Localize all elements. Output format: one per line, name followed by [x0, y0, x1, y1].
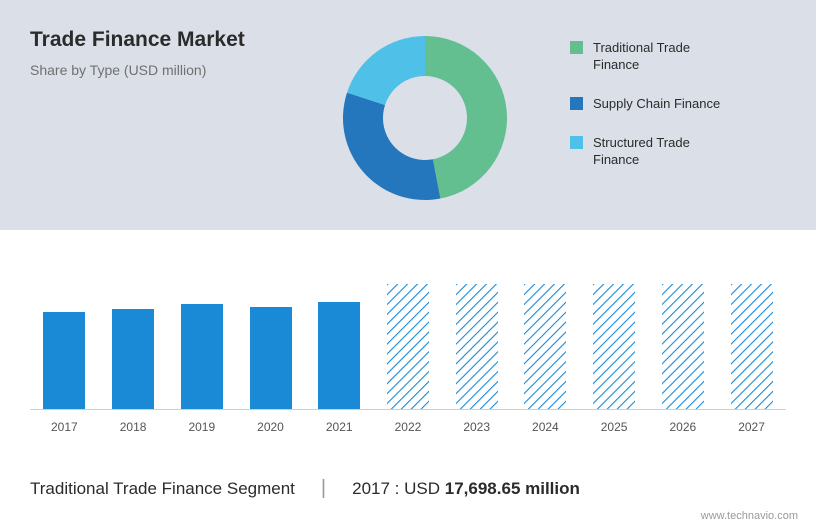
legend-item: Traditional Trade Finance	[570, 40, 786, 74]
legend-swatch	[570, 97, 583, 110]
segment-value: 2017 : USD 17,698.65 million	[352, 479, 580, 499]
donut-slice	[425, 36, 507, 199]
value-amount: 17,698.65 million	[445, 479, 580, 498]
bar-chart-xlabels: 2017 2018 2019 2020 2021 2022 2023 2024 2025 2026…	[30, 420, 786, 434]
legend-swatch	[570, 41, 583, 54]
value-currency: USD	[404, 479, 440, 498]
bar-chart	[30, 260, 786, 410]
bar-slot	[446, 284, 508, 409]
bar-slot	[171, 304, 233, 409]
legend-swatch	[570, 136, 583, 149]
bar-xlabel: 2020	[240, 420, 302, 434]
donut-svg	[335, 28, 515, 208]
bar	[181, 304, 223, 409]
bar	[250, 307, 292, 410]
legend-item: Structured Trade Finance	[570, 135, 786, 169]
bar-slot	[583, 284, 645, 409]
bar	[456, 284, 498, 409]
bar-xlabel: 2017	[33, 420, 95, 434]
bar-xlabel: 2025	[583, 420, 645, 434]
bar-xlabel: 2027	[721, 420, 783, 434]
bar-xlabel: 2018	[102, 420, 164, 434]
bar-slot	[102, 309, 164, 409]
bar-slot	[514, 284, 576, 409]
donut-chart	[310, 28, 540, 230]
value-sep: :	[395, 479, 404, 498]
bar-slot	[240, 307, 302, 410]
donut-slice	[343, 93, 440, 200]
bar	[662, 284, 704, 409]
bar	[387, 284, 429, 409]
value-year: 2017	[352, 479, 390, 498]
top-section: Trade Finance Market Share by Type (USD …	[0, 0, 816, 230]
legend-label: Traditional Trade Finance	[593, 40, 733, 74]
page-subtitle: Share by Type (USD million)	[30, 62, 310, 78]
bar-slot	[33, 312, 95, 410]
legend-label: Supply Chain Finance	[593, 96, 720, 113]
legend-item: Supply Chain Finance	[570, 96, 786, 113]
footer-divider: |	[321, 477, 326, 500]
footer-line: Traditional Trade Finance Segment | 2017…	[0, 477, 816, 500]
title-block: Trade Finance Market Share by Type (USD …	[30, 28, 310, 230]
bar-chart-section: 2017 2018 2019 2020 2021 2022 2023 2024 2025 2026…	[0, 230, 816, 450]
bar-xlabel: 2023	[446, 420, 508, 434]
donut-slice	[347, 36, 425, 105]
segment-name: Traditional Trade Finance Segment	[30, 479, 295, 499]
bar-xlabel: 2019	[171, 420, 233, 434]
page-title: Trade Finance Market	[30, 28, 310, 52]
bar-slot	[377, 284, 439, 409]
bar-slot	[721, 284, 783, 409]
bar	[112, 309, 154, 409]
legend: Traditional Trade Finance Supply Chain Fi…	[540, 28, 786, 230]
bar-slot	[308, 302, 370, 410]
bar	[318, 302, 360, 410]
bar-xlabel: 2022	[377, 420, 439, 434]
bar-xlabel: 2021	[308, 420, 370, 434]
bar-slot	[652, 284, 714, 409]
bar-xlabel: 2026	[652, 420, 714, 434]
bar	[524, 284, 566, 409]
bar	[593, 284, 635, 409]
source-url: www.technavio.com	[701, 510, 798, 522]
bar	[43, 312, 85, 410]
legend-label: Structured Trade Finance	[593, 135, 733, 169]
bar	[731, 284, 773, 409]
bar-xlabel: 2024	[514, 420, 576, 434]
